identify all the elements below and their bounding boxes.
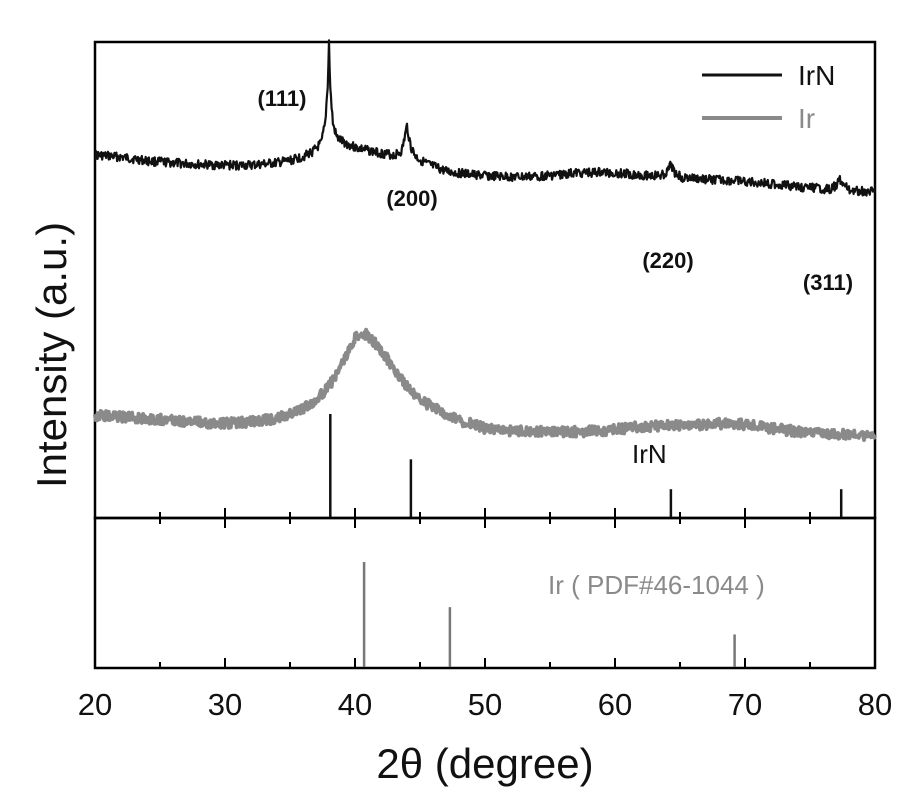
x-tick-label: 70	[728, 687, 762, 722]
x-tick-label: 50	[468, 687, 502, 722]
y-axis-label: Intensity (a.u.)	[28, 222, 75, 488]
x-axis-ticks	[94, 508, 876, 668]
x-tick-label: 80	[858, 687, 892, 722]
upper-plot-frame	[93, 40, 877, 520]
x-tick-label: 40	[338, 687, 372, 722]
x-tick-label: 20	[78, 687, 112, 722]
peak-label-220: (220)	[642, 248, 693, 273]
x-tick-label: 60	[598, 687, 632, 722]
series-line-irn	[94, 39, 877, 197]
reference-label-ir: Ir ( PDF#46-1044 )	[548, 570, 765, 600]
peak-label-311: (311)	[803, 270, 853, 295]
x-axis-label: 2θ (degree)	[376, 740, 593, 787]
reference-label-irn: IrN	[632, 439, 667, 469]
x-tick-label: 30	[208, 687, 242, 722]
peak-label-111: (111)	[258, 86, 307, 111]
series-line-ir	[93, 327, 877, 442]
legend-label-ir: Ir	[798, 103, 815, 134]
reference-lines-ir	[362, 562, 736, 667]
reference-lines-irn	[329, 414, 843, 517]
legend-label-irn: IrN	[798, 60, 835, 91]
legend: IrN Ir	[702, 60, 835, 134]
peak-label-200: (200)	[386, 186, 437, 211]
peak-labels: (111) (200) (220) (311)	[258, 86, 854, 295]
x-tick-labels: 20 30 40 50 60 70 80	[78, 687, 892, 722]
